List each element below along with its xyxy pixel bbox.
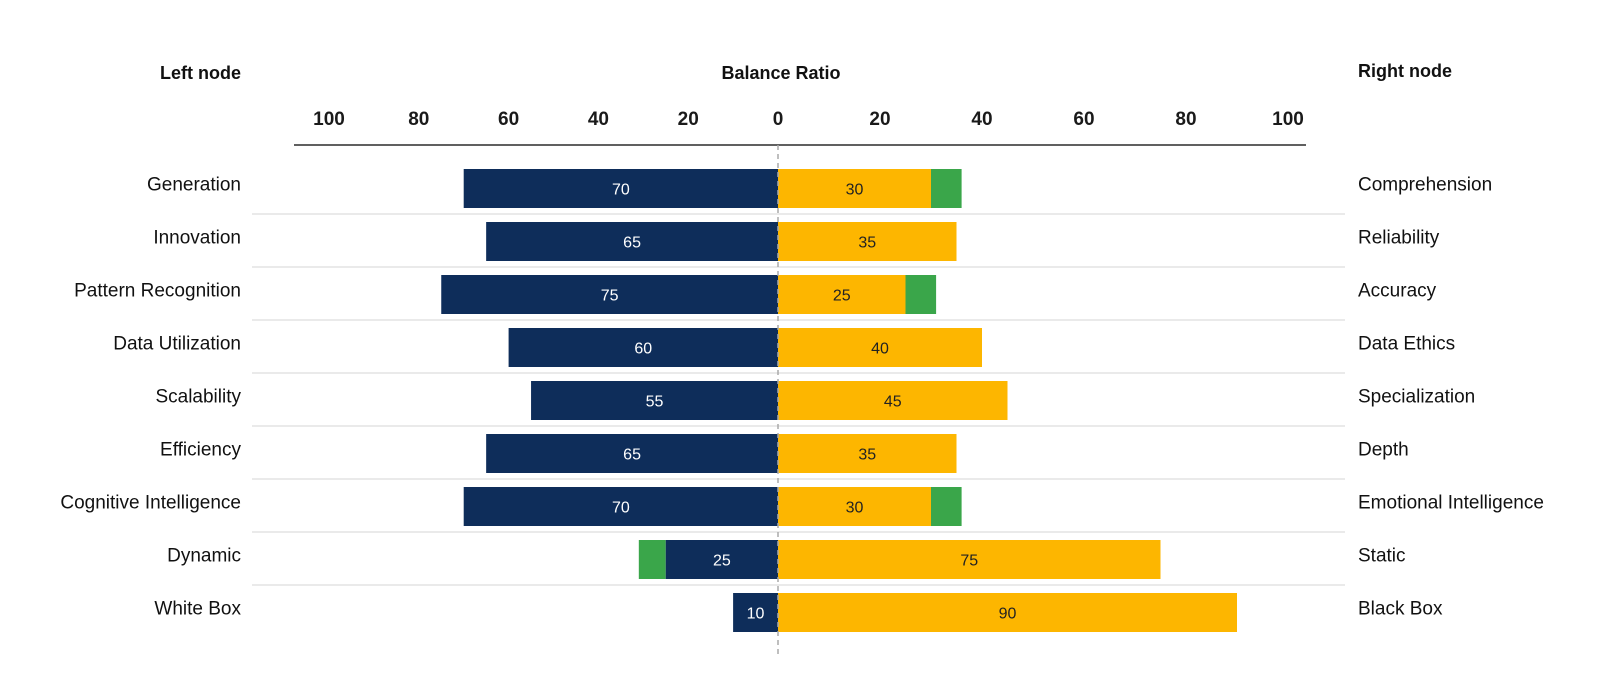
- tick-label-left: 40: [588, 109, 609, 130]
- bar-left: [486, 434, 778, 473]
- tick-label-right: 40: [971, 109, 992, 130]
- bar-left-value: 65: [623, 235, 641, 252]
- right-node-label: Emotional Intelligence: [1358, 493, 1544, 514]
- left-node-label: Scalability: [155, 387, 241, 408]
- bar-right-value: 30: [846, 500, 864, 517]
- left-node-label: Pattern Recognition: [74, 281, 241, 302]
- right-node-label: Comprehension: [1358, 175, 1492, 196]
- bar-left-value: 70: [612, 182, 630, 199]
- bar-right: [778, 328, 982, 367]
- bar-right: [778, 381, 1008, 420]
- bar-left: [531, 381, 778, 420]
- row-labels: Generation Comprehension Innovation Reliabi…: [60, 175, 1544, 620]
- tick-label-left: 0: [773, 109, 784, 130]
- bar-right: [778, 169, 931, 208]
- bar-right: [778, 275, 906, 314]
- bar-right-value: 75: [960, 553, 978, 570]
- tick-label-right: 20: [869, 109, 890, 130]
- bar-left-value: 10: [747, 606, 765, 623]
- bar-right: [778, 222, 957, 261]
- bar-right-value: 25: [833, 288, 851, 305]
- bar-right-value: 35: [858, 235, 876, 252]
- bar-right-extra: [905, 275, 937, 314]
- bar-right: [778, 540, 1161, 579]
- bar-right-extra: [931, 169, 962, 208]
- bars: 70 30 65 35 75 25 60 40 55 45 65 35 70 30 25 75 10 90: [441, 169, 1237, 632]
- right-node-label: Depth: [1358, 440, 1409, 461]
- tick-label-left: 60: [498, 109, 519, 130]
- bar-right: [778, 487, 931, 526]
- bar-right-value: 90: [999, 606, 1017, 623]
- right-node-header: Right node: [1358, 61, 1452, 81]
- bar-left: [463, 487, 778, 526]
- left-node-label: Cognitive Intelligence: [60, 493, 241, 514]
- tick-label-right: 60: [1073, 109, 1094, 130]
- bar-right-value: 40: [871, 341, 889, 358]
- bar-left-extra: [638, 540, 666, 579]
- bar-left: [441, 275, 778, 314]
- bar-right-extra: [931, 487, 962, 526]
- right-node-label: Specialization: [1358, 387, 1475, 408]
- bar-right: [778, 593, 1237, 632]
- tick-label-right: 80: [1175, 109, 1196, 130]
- tick-label-right: 100: [1272, 109, 1304, 130]
- tick-label-left: 20: [678, 109, 699, 130]
- row-separators: [252, 213, 1345, 586]
- bar-left: [508, 328, 778, 367]
- bar-left-value: 25: [713, 553, 731, 570]
- bar-left-value: 55: [646, 394, 664, 411]
- tick-label-left: 80: [408, 109, 429, 130]
- bar-left-value: 60: [634, 341, 652, 358]
- left-node-label: Efficiency: [160, 440, 241, 461]
- left-node-header: Left node: [160, 63, 241, 83]
- tick-labels: 100 80 60 40 20 0 20 40 60 80 100: [313, 109, 1304, 130]
- bar-right-value: 35: [858, 447, 876, 464]
- left-node-label: Data Utilization: [113, 334, 241, 355]
- bar-right-value: 45: [884, 394, 902, 411]
- tick-label-left: 100: [313, 109, 345, 130]
- bar-right-value: 30: [846, 182, 864, 199]
- chart-title: Balance Ratio: [721, 63, 840, 83]
- bar-left-value: 75: [601, 288, 619, 305]
- right-node-label: Data Ethics: [1358, 334, 1455, 355]
- bar-left: [665, 540, 778, 579]
- bar-right: [778, 434, 957, 473]
- right-node-label: Reliability: [1358, 228, 1440, 249]
- bar-left: [733, 593, 778, 632]
- left-node-label: White Box: [154, 599, 241, 620]
- right-node-label: Black Box: [1358, 599, 1443, 620]
- left-node-label: Innovation: [153, 228, 241, 249]
- right-node-label: Accuracy: [1358, 281, 1437, 302]
- left-node-label: Generation: [147, 175, 241, 196]
- bar-left: [463, 169, 778, 208]
- bar-left-value: 70: [612, 500, 630, 517]
- bar-left: [486, 222, 778, 261]
- right-node-label: Static: [1358, 546, 1406, 567]
- bar-left-value: 65: [623, 447, 641, 464]
- left-node-label: Dynamic: [167, 546, 241, 567]
